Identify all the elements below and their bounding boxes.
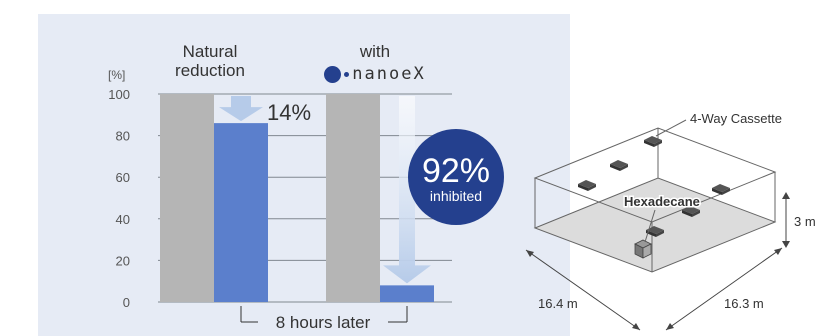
nanoe-logo-text: nanoeX [352, 64, 426, 84]
group-header-natural: Natural reduction [150, 42, 270, 80]
group-header-with: with [359, 42, 391, 61]
hexadecane-source-icon [634, 239, 652, 259]
y-tick-label: 100 [108, 87, 130, 102]
y-tick-label: 40 [116, 212, 130, 227]
badge-text: inhibited [430, 188, 482, 204]
badge-value: 92% [422, 152, 490, 190]
y-unit-label: [%] [108, 68, 125, 82]
hexadecane-label: Hexadecane [624, 194, 700, 209]
room-diagram: 4-Way Cassette Hexadecane 3 m 16.4 m 16.… [520, 96, 820, 336]
cassette-unit-icon [644, 136, 662, 147]
depth-label: 16.4 m [538, 296, 578, 311]
group-header-line-2: reduction [175, 61, 245, 80]
cassette-unit-icon [610, 160, 628, 171]
hexadecane-leader-line [644, 209, 656, 243]
cassette-label: 4-Way Cassette [690, 111, 782, 126]
nanoe-logo: nanoeX [305, 65, 445, 84]
height-dimension [782, 192, 790, 248]
height-label: 3 m [794, 214, 816, 229]
bar-after [214, 123, 268, 303]
bar-before [160, 94, 214, 302]
width-label: 16.3 m [724, 296, 764, 311]
group-header-nanoe: with nanoeX [305, 42, 445, 84]
y-tick-label: 80 [116, 129, 130, 144]
y-tick-label: 60 [116, 170, 130, 185]
y-tick-label: 20 [116, 253, 130, 268]
x-axis-label: 8 hours later [276, 313, 371, 332]
nanoe-dot-small-icon [344, 72, 350, 77]
cassette-unit-icon [578, 180, 596, 191]
bar-before [326, 94, 380, 302]
y-tick-label: 0 [123, 295, 130, 310]
group-header-line-1: Natural [182, 42, 238, 61]
depth-dimension [525, 249, 641, 331]
down-arrow-icon [219, 96, 263, 122]
nanoe-dot-logo-icon [324, 66, 342, 83]
change-label: 14% [267, 100, 311, 125]
room-floor [533, 177, 777, 273]
cassette-unit-icon [712, 184, 730, 195]
width-dimension [665, 247, 783, 331]
down-arrow-icon [383, 96, 431, 284]
cassette-leader-line [655, 119, 687, 137]
bar-after [380, 285, 434, 302]
inhibited-badge [408, 129, 504, 225]
cassette-unit-icon [682, 206, 700, 217]
